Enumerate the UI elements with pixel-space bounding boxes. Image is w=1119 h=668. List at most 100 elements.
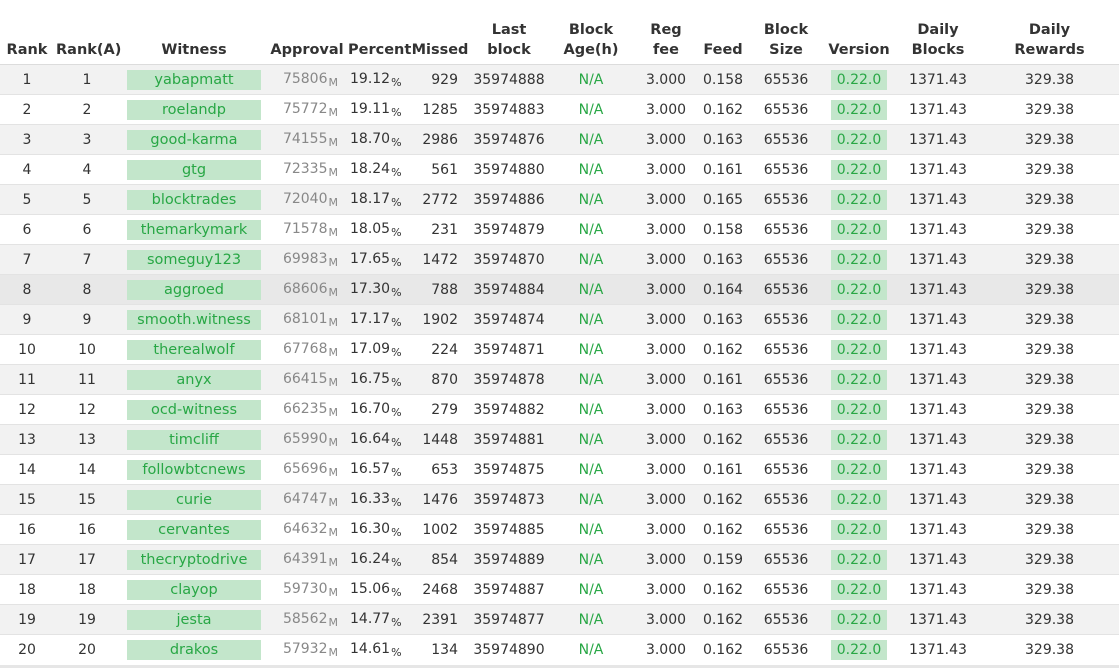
block-size-value: 65536: [763, 131, 809, 148]
percent-value: 16.70: [350, 400, 391, 417]
header-feed-label: Feed: [703, 42, 743, 58]
header-rank[interactable]: Rank: [0, 0, 54, 65]
witness-link[interactable]: jesta: [127, 609, 261, 630]
table-row: 6 6 themarkymark 71578M 18.05% 231 35974…: [0, 214, 1119, 245]
witness-link[interactable]: cervantes: [127, 519, 261, 540]
feed-value: 0.162: [702, 581, 744, 598]
rank-value: 4: [22, 161, 32, 178]
block-size-cell: 65536: [750, 634, 822, 665]
daily-rewards-cell: 329.38: [980, 304, 1119, 335]
block-age-value: N/A: [578, 551, 604, 568]
table-row: 10 10 therealwolf 67768M 17.09% 224 3597…: [0, 334, 1119, 365]
header-daily-rewards[interactable]: Daily Rewards: [980, 0, 1119, 65]
approval-cell: 64391M: [268, 544, 346, 575]
block-age-cell: N/A: [546, 274, 636, 305]
percent-unit: %: [391, 135, 402, 149]
last-block-cell: 35974873: [472, 484, 546, 515]
reg-fee-value: 3.000: [645, 371, 687, 388]
reg-fee-cell: 3.000: [636, 604, 696, 635]
daily-blocks-value: 1371.43: [909, 461, 967, 478]
last-block-cell: 35974877: [472, 604, 546, 635]
witness-link[interactable]: anyx: [127, 369, 261, 390]
witness-link[interactable]: curie: [127, 489, 261, 510]
daily-rewards-cell: 329.38: [980, 574, 1119, 605]
percent-value: 17.09: [350, 340, 391, 357]
missed-value: 134: [431, 641, 458, 658]
missed-value: 1902: [422, 311, 458, 328]
last-block-cell: 35974871: [472, 334, 546, 365]
missed-value: 231: [431, 221, 458, 238]
daily-rewards-value: 329.38: [1025, 401, 1074, 418]
last-block-value: 35974878: [473, 371, 545, 388]
header-version[interactable]: Version: [822, 0, 896, 65]
percent-value: 16.24: [350, 550, 391, 567]
block-age-value: N/A: [578, 71, 604, 88]
approval-unit: M: [328, 105, 339, 119]
header-reg-fee[interactable]: Reg fee: [636, 0, 696, 65]
header-daily-blocks[interactable]: Daily Blocks: [896, 0, 980, 65]
reg-fee-value: 3.000: [645, 341, 687, 358]
version-cell: 0.22.0: [822, 214, 896, 245]
version-cell: 0.22.0: [822, 334, 896, 365]
daily-blocks-cell: 1371.43: [896, 454, 980, 485]
header-feed[interactable]: Feed: [696, 0, 750, 65]
rank-cell: 19: [0, 604, 54, 635]
missed-value: 2772: [422, 191, 458, 208]
witness-link[interactable]: themarkymark: [127, 219, 261, 240]
feed-value: 0.163: [702, 401, 744, 418]
witness-link[interactable]: followbtcnews: [127, 459, 261, 480]
feed-value: 0.158: [702, 71, 744, 88]
percent-unit: %: [391, 195, 402, 209]
last-block-cell: 35974875: [472, 454, 546, 485]
block-age-value: N/A: [578, 491, 604, 508]
block-size-cell: 65536: [750, 484, 822, 515]
version-badge: 0.22.0: [831, 339, 887, 360]
witness-link[interactable]: ocd-witness: [127, 399, 261, 420]
feed-cell: 0.163: [696, 124, 750, 155]
header-block-age[interactable]: Block Age(h): [546, 0, 636, 65]
witness-link[interactable]: smooth.witness: [127, 309, 261, 330]
rank-a-value: 19: [78, 611, 96, 628]
rank-a-cell: 6: [54, 214, 120, 245]
witness-link[interactable]: timcliff: [127, 429, 261, 450]
rank-a-cell: 11: [54, 364, 120, 395]
missed-cell: 929: [408, 64, 472, 95]
header-block-age-line2: Age(h): [563, 42, 619, 58]
witness-link[interactable]: thecryptodrive: [127, 549, 261, 570]
witness-link[interactable]: someguy123: [127, 249, 261, 270]
header-block-size[interactable]: Block Size: [750, 0, 822, 65]
table-row: 8 8 aggroed 68606M 17.30% 788 35974884 N…: [0, 274, 1119, 305]
approval-value: 57932: [282, 640, 328, 657]
header-approval[interactable]: Approval: [268, 0, 346, 65]
witness-link[interactable]: aggroed: [127, 279, 261, 300]
rank-value: 5: [22, 191, 32, 208]
rank-a-cell: 2: [54, 94, 120, 125]
version-cell: 0.22.0: [822, 364, 896, 395]
daily-rewards-cell: 329.38: [980, 154, 1119, 185]
block-age-cell: N/A: [546, 184, 636, 215]
witness-link[interactable]: drakos: [127, 639, 261, 660]
header-rank-a[interactable]: Rank(A): [54, 0, 121, 65]
daily-rewards-cell: 329.38: [980, 64, 1119, 95]
rank-a-value: 11: [78, 371, 96, 388]
witness-link[interactable]: therealwolf: [127, 339, 261, 360]
block-size-cell: 65536: [750, 424, 822, 455]
rank-a-cell: 14: [54, 454, 120, 485]
approval-unit: M: [328, 555, 339, 569]
header-witness[interactable]: Witness: [120, 0, 268, 65]
witness-link[interactable]: gtg: [127, 159, 261, 180]
witness-link[interactable]: yabapmatt: [127, 69, 261, 90]
missed-value: 224: [431, 341, 458, 358]
block-size-cell: 65536: [750, 94, 822, 125]
rank-cell: 2: [0, 94, 54, 125]
missed-cell: 2986: [408, 124, 472, 155]
header-percent[interactable]: Percent: [346, 0, 411, 65]
block-age-value: N/A: [578, 431, 604, 448]
witness-link[interactable]: roelandp: [127, 99, 261, 120]
witness-link[interactable]: blocktrades: [127, 189, 261, 210]
witness-link[interactable]: clayop: [127, 579, 261, 600]
witness-link[interactable]: good-karma: [127, 129, 261, 150]
header-last-block[interactable]: Last block: [472, 0, 546, 65]
header-missed[interactable]: Missed: [408, 0, 472, 65]
percent-cell: 18.24%: [346, 154, 408, 185]
